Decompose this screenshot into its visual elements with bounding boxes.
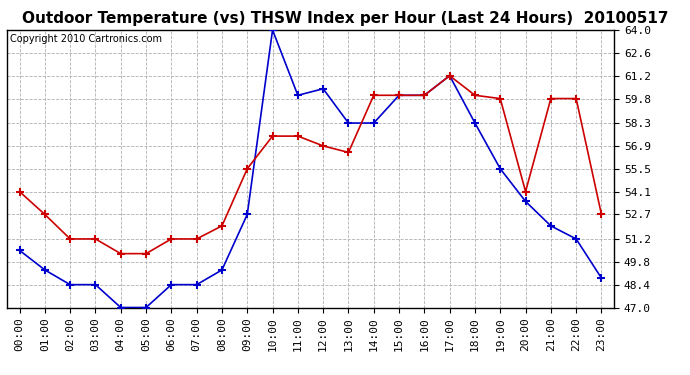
Text: Copyright 2010 Cartronics.com: Copyright 2010 Cartronics.com <box>10 34 162 44</box>
Text: Outdoor Temperature (vs) THSW Index per Hour (Last 24 Hours)  20100517: Outdoor Temperature (vs) THSW Index per … <box>22 11 668 26</box>
